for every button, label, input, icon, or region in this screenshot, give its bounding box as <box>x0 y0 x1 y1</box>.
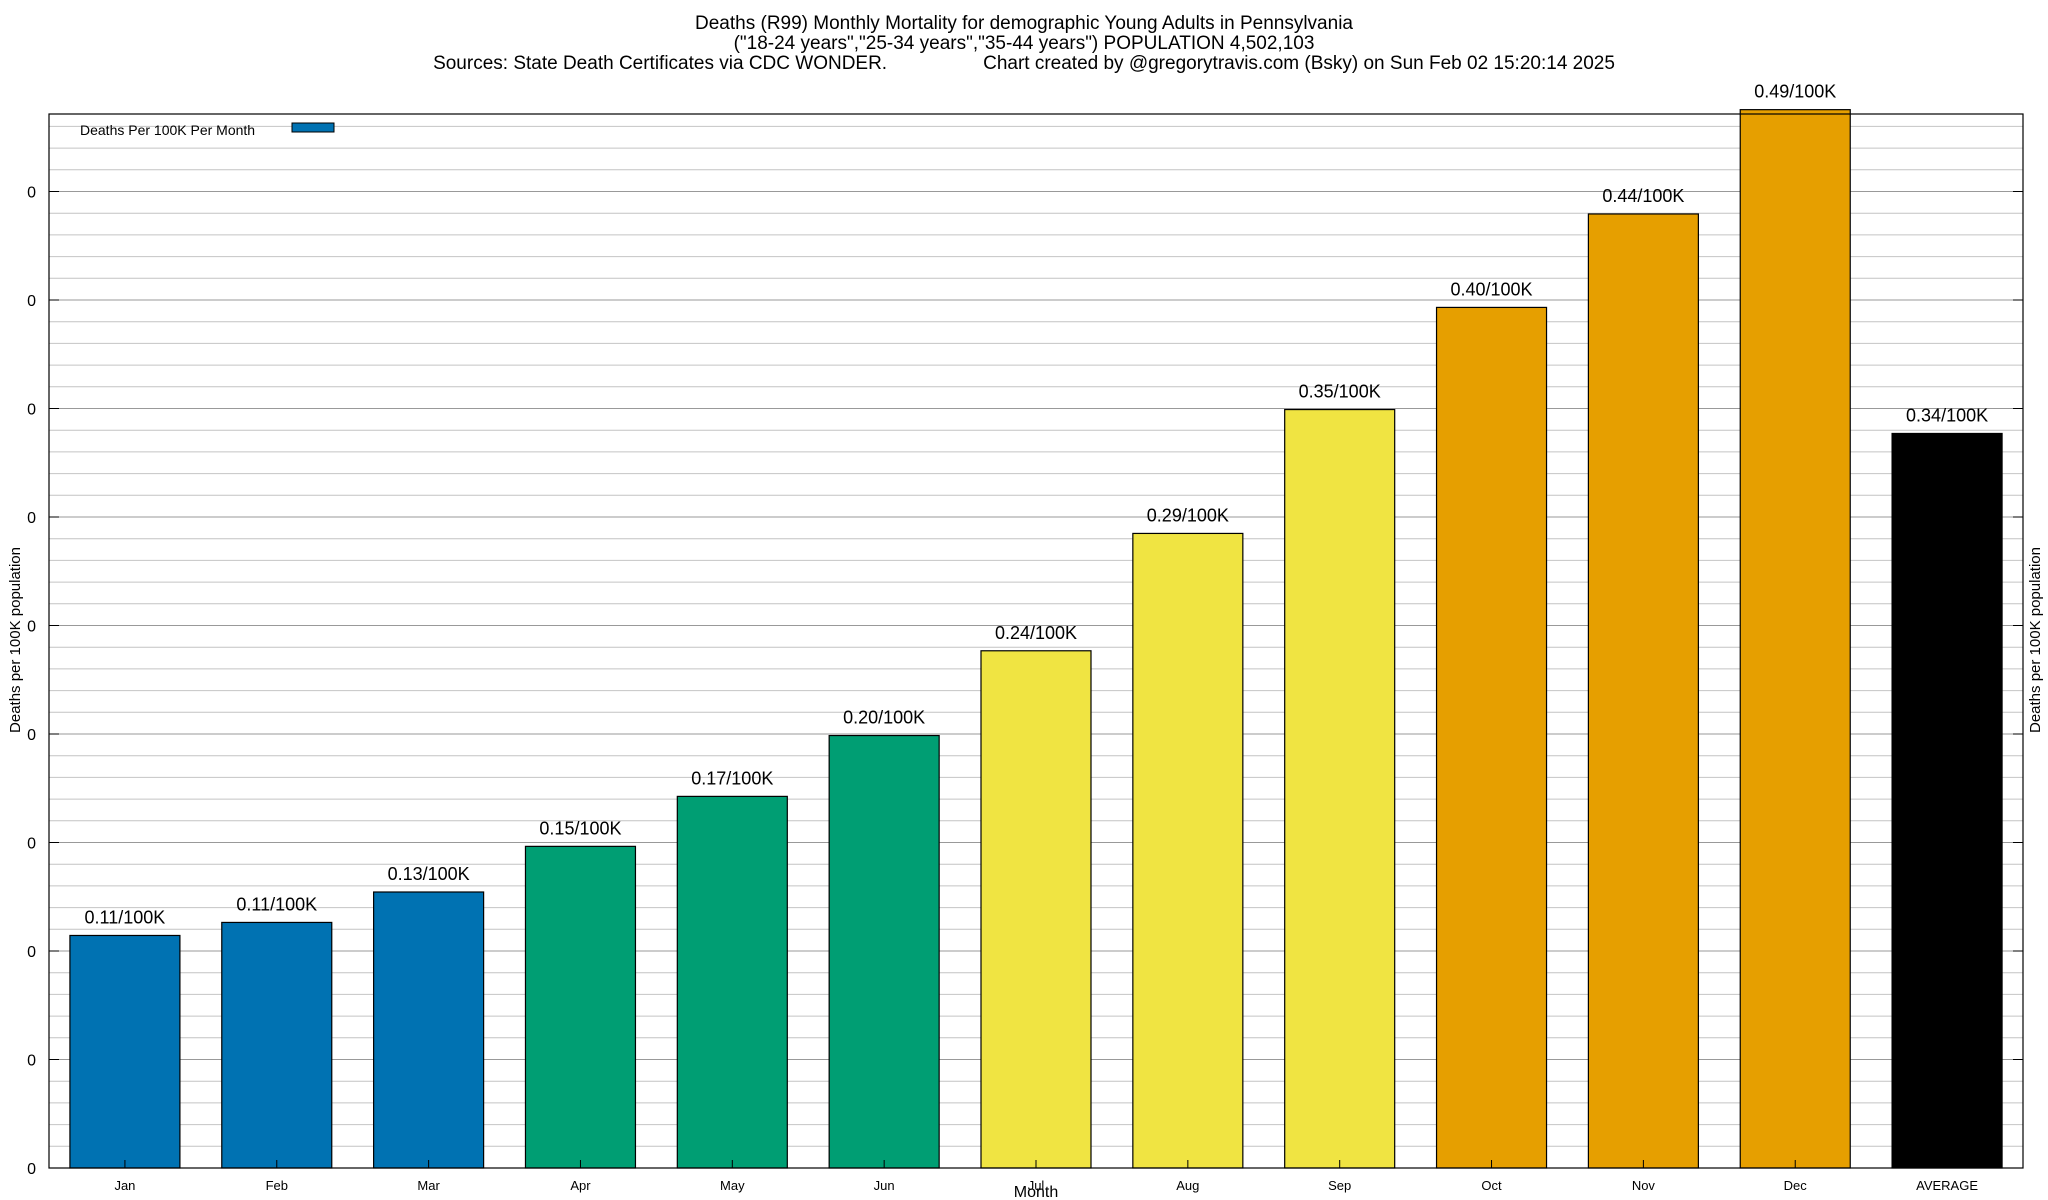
y-tick-label: 0 <box>27 293 36 310</box>
chart-credit: Chart created by @gregorytravis.com (Bsk… <box>983 53 1615 74</box>
y-tick-label: 0 <box>27 510 36 527</box>
bar-may <box>676 795 788 1169</box>
x-tick-label: Dec <box>1784 1178 1808 1193</box>
data-label: 0.11/100K <box>85 907 166 927</box>
chart-sources-line: Sources: State Death Certificates via CD… <box>0 54 2048 74</box>
data-label: 0.44/100K <box>1602 186 1684 206</box>
x-tick-label: Sep <box>1328 1178 1351 1193</box>
x-tick-label: May <box>720 1178 745 1193</box>
data-label: 0.34/100K <box>1906 405 1988 425</box>
data-label: 0.20/100K <box>843 708 925 728</box>
y-tick-label: 0 <box>27 727 36 744</box>
bar-dec <box>1739 109 1851 1169</box>
x-axis-label: Month <box>1014 1184 1058 1200</box>
bar-average <box>1891 432 2003 1169</box>
bar-jan <box>69 934 181 1169</box>
x-tick-label: Nov <box>1632 1178 1656 1193</box>
chart-titles: Deaths (R99) Monthly Mortality for demog… <box>0 14 2048 74</box>
x-tick-label: Jul <box>1028 1178 1045 1193</box>
y-tick-label: 0 <box>27 836 36 853</box>
y-axis-label: Deaths per 100K population <box>7 547 24 733</box>
y-tick-label: 0 <box>27 619 36 636</box>
data-label: 0.49/100K <box>1754 82 1836 102</box>
x-tick-label: Oct <box>1481 1178 1502 1193</box>
x-tick-label: AVERAGE <box>1916 1178 1978 1193</box>
x-tick-label: Feb <box>266 1178 288 1193</box>
data-label: 0.24/100K <box>995 623 1077 643</box>
legend-swatch <box>291 122 335 133</box>
x-tick-label: Jan <box>114 1178 135 1193</box>
bar-aug <box>1132 532 1244 1169</box>
y-tick-label: 0 <box>27 402 36 419</box>
bar-mar <box>373 891 485 1169</box>
data-label: 0.11/100K <box>236 894 317 914</box>
bar-feb <box>221 921 333 1169</box>
data-label: 0.29/100K <box>1147 505 1229 525</box>
bar-sep <box>1284 408 1396 1169</box>
x-tick-label: Mar <box>417 1178 440 1193</box>
bar-jul <box>980 650 1092 1169</box>
chart-sources: Sources: State Death Certificates via CD… <box>433 53 888 74</box>
x-tick-label: Aug <box>1176 1178 1199 1193</box>
y-tick-label: 0 <box>27 1161 36 1178</box>
y-tick-label: 0 <box>27 185 36 202</box>
plot-border <box>48 113 2024 1169</box>
y-tick-label: 0 <box>27 944 36 961</box>
data-label: 0.15/100K <box>539 818 621 838</box>
bar-nov <box>1587 213 1699 1169</box>
y2-axis-label: Deaths per 100K population <box>2027 547 2044 733</box>
data-label: 0.17/100K <box>691 768 773 788</box>
data-label: 0.35/100K <box>1299 382 1381 402</box>
bar-jun <box>828 734 940 1169</box>
data-label: 0.13/100K <box>388 864 470 884</box>
chart-title: Deaths (R99) Monthly Mortality for demog… <box>695 13 1353 34</box>
y-tick-label: 0 <box>27 1053 36 1070</box>
bar-oct <box>1435 306 1548 1169</box>
data-label: 0.40/100K <box>1450 279 1532 299</box>
x-tick-label: Apr <box>570 1178 591 1193</box>
chart-subtitle: ("18-24 years","25-34 years","35-44 year… <box>733 33 1315 54</box>
bar-apr <box>524 845 637 1169</box>
x-tick-label: Jun <box>874 1178 895 1193</box>
legend-label: Deaths Per 100K Per Month <box>80 122 255 138</box>
